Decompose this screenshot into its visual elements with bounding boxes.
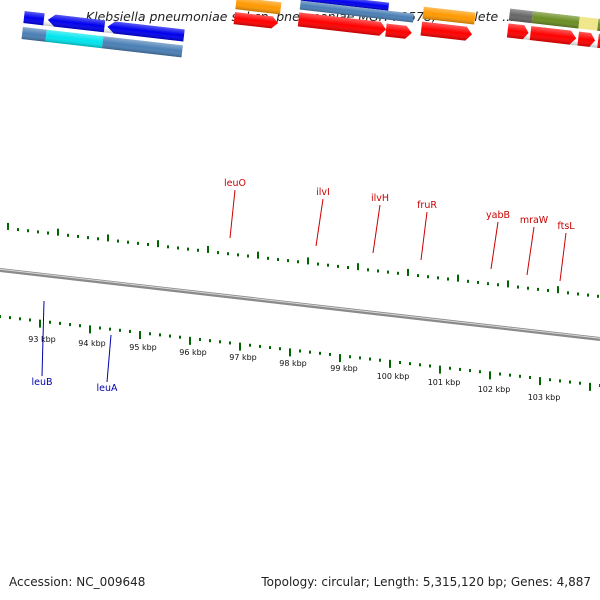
leuO-gene[interactable] — [233, 0, 282, 29]
kbp-label: 101 kbp — [428, 378, 461, 387]
label-leader-line — [526, 226, 535, 276]
gene-label-yabB[interactable]: yabB — [486, 210, 510, 221]
lower-tick-track — [0, 315, 600, 391]
fruR-gene[interactable] — [420, 6, 476, 42]
gene-label-leuB[interactable]: leuB — [31, 377, 52, 388]
label-leader-line — [106, 334, 112, 383]
kbp-label: 95 kbp — [129, 343, 157, 352]
gene-label-leuA[interactable]: leuA — [96, 383, 118, 394]
label-leader-line — [420, 211, 428, 261]
kbp-label: 103 kbp — [528, 393, 561, 402]
yabB-mraW-ftsL-genes[interactable] — [506, 8, 600, 54]
label-leader-line — [372, 204, 381, 254]
label-leader-line — [490, 221, 499, 270]
gene-label-ilvI[interactable]: ilvI — [316, 187, 330, 198]
label-leader-line — [41, 300, 45, 377]
sequence-backbone — [0, 268, 600, 341]
label-leader-line — [559, 232, 567, 282]
kbp-label: 94 kbp — [78, 339, 106, 348]
accession-text: Accession: NC_009648 — [9, 575, 146, 589]
label-leader-line — [315, 198, 324, 247]
gene-label-fruR[interactable]: fruR — [417, 200, 437, 211]
gene-labels: leuO ilvI ilvH fruR yabB mraW ftsL leuB leuA — [31, 178, 575, 394]
topology-summary: Topology: circular; Length: 5,315,120 bp… — [261, 575, 591, 589]
ilvI-ilvH-genes[interactable] — [297, 0, 415, 39]
kbp-label: 102 kbp — [478, 385, 511, 394]
gene-label-ilvH[interactable]: ilvH — [371, 193, 389, 204]
kbp-scale-labels: 93 kbp 94 kbp 95 kbp 96 kbp 97 kbp 98 kbp 99 k… — [28, 335, 560, 402]
kbp-label: 100 kbp — [377, 372, 410, 381]
kbp-label: 99 kbp — [330, 364, 358, 373]
upper-tick-track — [7, 222, 599, 298]
gene-label-leuO[interactable]: leuO — [224, 178, 246, 189]
gene-label-mraW[interactable]: mraW — [520, 215, 549, 226]
bottom-strand-features — [21, 11, 185, 58]
ftsL-gene-bar[interactable] — [578, 16, 599, 31]
kbp-label: 93 kbp — [28, 335, 56, 344]
label-leader-line — [229, 189, 236, 239]
kbp-label: 97 kbp — [229, 353, 257, 362]
gene-label-ftsL[interactable]: ftsL — [557, 221, 575, 232]
kbp-label: 96 kbp — [179, 348, 207, 357]
kbp-label: 98 kbp — [279, 359, 307, 368]
top-strand-features — [233, 0, 600, 54]
